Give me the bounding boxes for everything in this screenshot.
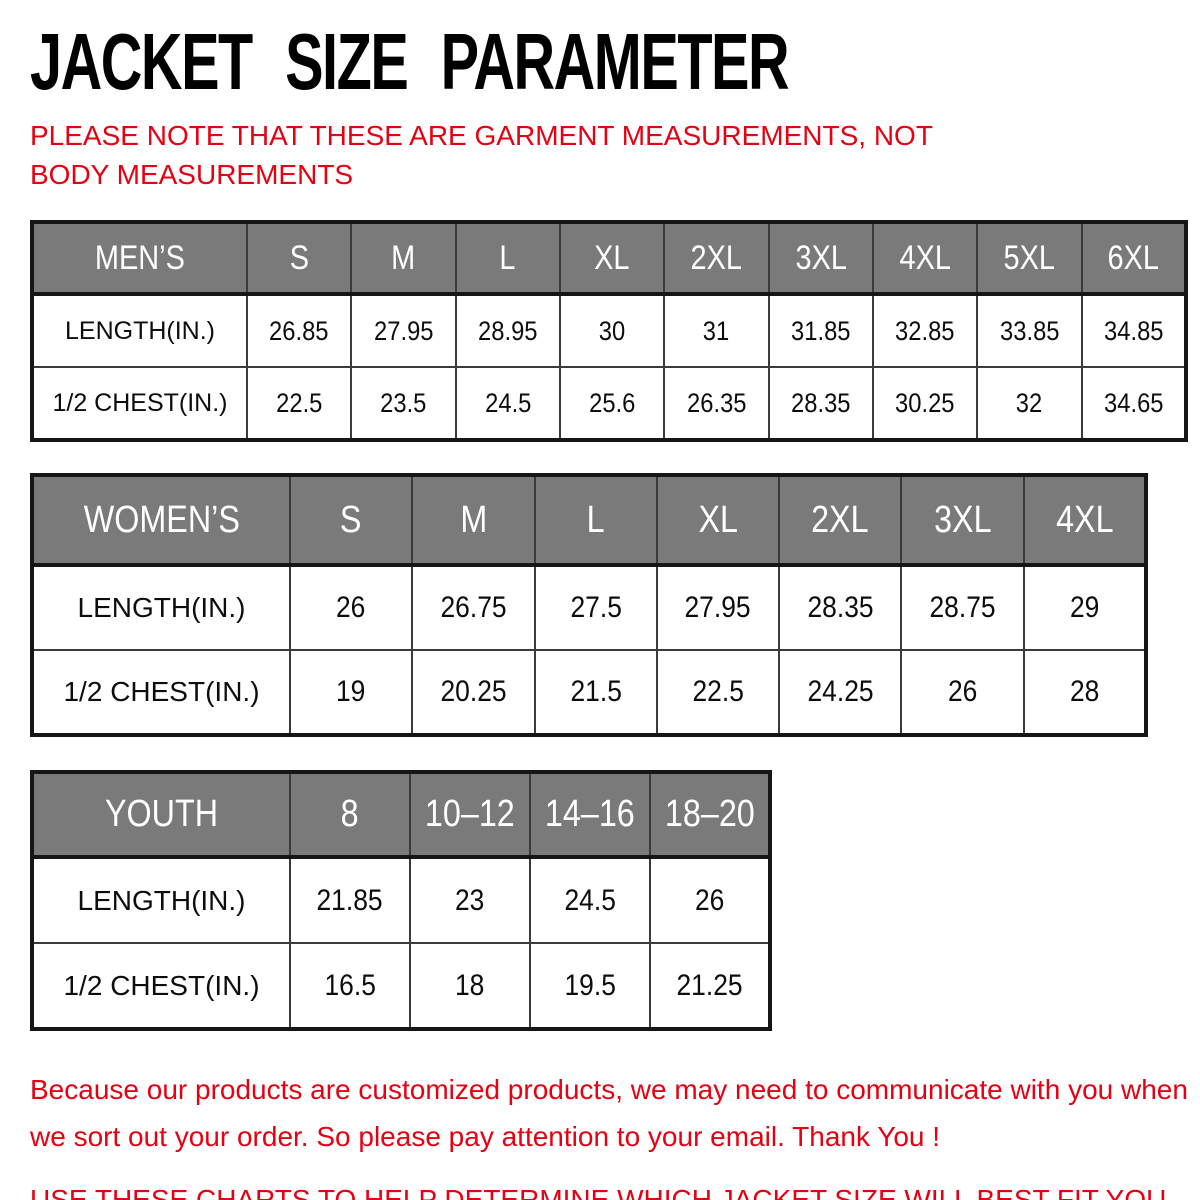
measurement-value-cell: 28.95	[454, 293, 561, 369]
size-header-cell: 6XL	[1080, 221, 1188, 297]
measurement-value-cell: 26.75	[411, 564, 536, 652]
measurement-value-cell: 21.85	[289, 856, 411, 945]
measurement-value-cell: 33.85	[976, 293, 1083, 369]
size-table-row: LENGTH(IN.) 26 26.75 27.5 27.95 28.35 28.75 29	[31, 564, 1148, 652]
size-table-row: 1/2 CHEST(IN.) 16.5 18 19.5 21.25	[31, 942, 771, 1031]
mens-size-table: MEN’S S M L XL 2XL 3XL 4XL 5XL 6XL LENGTH(IN.) 26.8…	[30, 220, 1188, 443]
size-header-cell: 4XL	[1022, 474, 1148, 568]
row-label-cell: 1/2 CHEST(IN.)	[31, 366, 248, 442]
size-table-row: 1/2 CHEST(IN.) 19 20.25 21.5 22.5 24.25 26 28	[31, 649, 1148, 737]
measurement-value-cell: 32.85	[871, 293, 979, 369]
size-header-cell: S	[245, 221, 353, 297]
size-table-header-row: WOMEN’S S M L XL 2XL 3XL 4XL	[31, 474, 1148, 568]
measurement-value-cell: 31	[663, 293, 770, 369]
size-header-cell: 3XL	[767, 221, 874, 297]
size-table-row: 1/2 CHEST(IN.) 22.5 23.5 24.5 25.6 26.35 28.35…	[31, 366, 1188, 442]
measurement-value-cell: 29	[1022, 564, 1148, 652]
garment-measurement-note: PLEASE NOTE THAT THESE ARE GARMENT MEASU…	[30, 120, 933, 191]
row-label-cell: LENGTH(IN.)	[31, 293, 248, 369]
row-label-cell: 1/2 CHEST(IN.)	[31, 942, 291, 1031]
row-label-cell: LENGTH(IN.)	[31, 856, 291, 945]
measurement-value-cell: 27.5	[533, 564, 658, 652]
size-table-header-row: MEN’S S M L XL 2XL 3XL 4XL 5XL 6XL	[31, 221, 1188, 297]
table-title-cell: WOMEN’S	[31, 474, 291, 568]
size-header-cell: 18–20	[649, 771, 771, 860]
measurement-value-cell: 26	[649, 856, 771, 945]
row-label-cell: LENGTH(IN.)	[31, 564, 291, 652]
measurement-value-cell: 26	[900, 649, 1025, 737]
table-title-cell: MEN’S	[31, 221, 248, 297]
youth-size-table: YOUTH 8 10–12 14–16 18–20 LENGTH(IN.) 21.85 23 2…	[30, 770, 772, 1032]
measurement-value-cell: 28	[1022, 649, 1148, 737]
measurement-value-cell: 24.25	[778, 649, 903, 737]
measurement-value-cell: 19	[288, 649, 414, 737]
measurement-value-cell: 22.5	[655, 649, 781, 737]
measurement-value-cell: 21.5	[533, 649, 658, 737]
measurement-value-cell: 16.5	[289, 942, 411, 1031]
measurement-value-cell: 28.35	[767, 366, 874, 442]
size-table-row: LENGTH(IN.) 21.85 23 24.5 26	[31, 856, 771, 945]
measurement-value-cell: 21.25	[649, 942, 771, 1031]
measurement-value-cell: 24.5	[454, 366, 561, 442]
measurement-value-cell: 30.25	[871, 366, 979, 442]
measurement-value-cell: 23	[409, 856, 531, 945]
measurement-value-cell: 18	[409, 942, 531, 1031]
size-header-cell: 8	[289, 771, 411, 860]
size-header-cell: M	[350, 221, 457, 297]
measurement-value-cell: 34.85	[1080, 293, 1188, 369]
size-header-cell: 5XL	[976, 221, 1083, 297]
size-header-cell: L	[454, 221, 561, 297]
measurement-value-cell: 34.65	[1080, 366, 1188, 442]
measurement-value-cell: 24.5	[529, 856, 651, 945]
womens-size-table: WOMEN’S S M L XL 2XL 3XL 4XL LENGTH(IN.) 26 26.75 2…	[30, 473, 1148, 738]
table-title-cell: YOUTH	[31, 771, 291, 860]
measurement-value-cell: 25.6	[558, 366, 666, 442]
size-header-cell: 4XL	[871, 221, 979, 297]
measurement-value-cell: 27.95	[655, 564, 781, 652]
size-header-cell: S	[288, 474, 414, 568]
measurement-value-cell: 23.5	[350, 366, 457, 442]
measurement-value-cell: 19.5	[529, 942, 651, 1031]
usage-note: USE THESE CHARTS TO HELP DETERMINE WHICH…	[30, 1183, 1175, 1200]
measurement-value-cell: 26	[288, 564, 414, 652]
measurement-value-cell: 26.85	[245, 293, 353, 369]
measurement-value-cell: 27.95	[350, 293, 457, 369]
size-header-cell: M	[411, 474, 536, 568]
size-header-cell: 10–12	[409, 771, 531, 860]
measurement-value-cell: 28.75	[900, 564, 1025, 652]
size-header-cell: 14–16	[529, 771, 651, 860]
page-title: JACKET SIZE PARAMETER	[30, 17, 790, 106]
measurement-value-cell: 31.85	[767, 293, 874, 369]
measurement-value-cell: 28.35	[778, 564, 903, 652]
measurement-value-cell: 22.5	[245, 366, 353, 442]
customization-note: Because our products are customized prod…	[30, 1074, 1188, 1152]
measurement-value-cell: 32	[976, 366, 1083, 442]
size-header-cell: 2XL	[778, 474, 903, 568]
size-table-row: LENGTH(IN.) 26.85 27.95 28.95 30 31 31.85 32.85…	[31, 293, 1188, 369]
size-header-cell: 3XL	[900, 474, 1025, 568]
row-label-cell: 1/2 CHEST(IN.)	[31, 649, 291, 737]
measurement-value-cell: 26.35	[663, 366, 770, 442]
size-header-cell: L	[533, 474, 658, 568]
size-header-cell: XL	[558, 221, 666, 297]
measurement-value-cell: 20.25	[411, 649, 536, 737]
size-table-header-row: YOUTH 8 10–12 14–16 18–20	[31, 771, 771, 860]
size-header-cell: XL	[655, 474, 781, 568]
size-header-cell: 2XL	[663, 221, 770, 297]
measurement-value-cell: 30	[558, 293, 666, 369]
